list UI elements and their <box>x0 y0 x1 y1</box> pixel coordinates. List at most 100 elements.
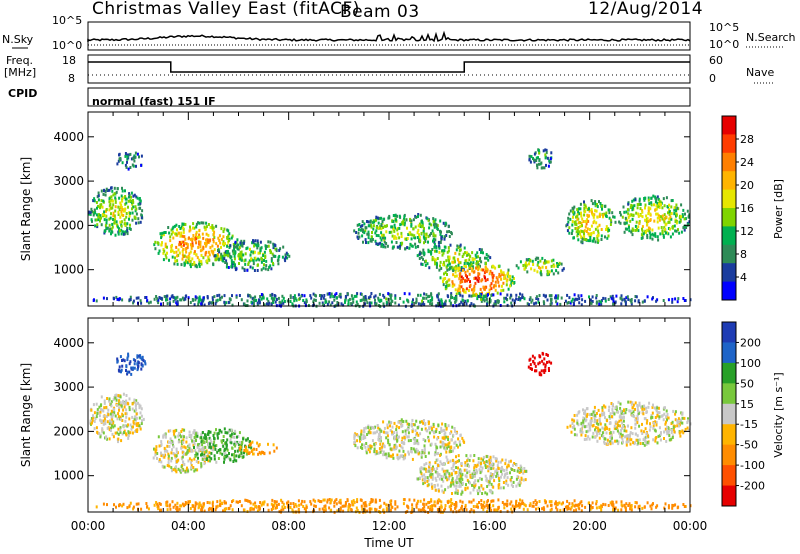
data-cell <box>358 235 361 239</box>
data-cell <box>634 426 637 430</box>
data-cell <box>201 298 204 302</box>
data-cell <box>147 301 150 305</box>
data-cell <box>130 157 133 161</box>
data-cell <box>222 444 225 448</box>
data-cell <box>438 464 441 468</box>
data-cell <box>375 226 378 229</box>
data-cell <box>461 490 464 494</box>
data-cell <box>643 198 646 202</box>
data-cell <box>374 231 377 235</box>
data-cell <box>454 267 457 271</box>
data-cell <box>579 229 582 233</box>
data-cell <box>476 463 479 467</box>
data-cell <box>599 420 601 424</box>
data-cell <box>494 266 497 270</box>
data-cell <box>197 245 200 249</box>
data-cell <box>185 250 188 254</box>
data-cell <box>410 237 413 241</box>
data-cell <box>366 232 369 236</box>
data-cell <box>440 462 443 466</box>
data-cell <box>219 256 222 260</box>
data-cell <box>421 221 424 224</box>
data-cell <box>668 217 671 221</box>
data-cell <box>233 257 236 261</box>
data-cell <box>619 221 622 225</box>
data-cell <box>212 262 215 266</box>
data-cell <box>499 475 502 479</box>
data-cell <box>684 427 687 431</box>
data-cell <box>183 298 185 302</box>
data-cell <box>414 225 417 229</box>
data-cell <box>110 212 112 216</box>
data-cell <box>392 456 395 460</box>
data-cell <box>125 415 128 419</box>
data-cell <box>653 219 656 223</box>
data-cell <box>205 238 207 242</box>
data-cell <box>585 230 588 233</box>
data-cell <box>548 270 551 274</box>
data-cell <box>163 231 166 234</box>
data-cell <box>188 430 191 434</box>
data-cell <box>233 254 236 258</box>
data-cell <box>642 438 645 442</box>
data-cell <box>398 449 401 453</box>
data-cell <box>589 428 592 432</box>
data-cell <box>124 424 127 428</box>
data-cell <box>364 436 367 440</box>
data-cell <box>268 451 271 455</box>
data-cell <box>417 213 420 216</box>
data-cell <box>645 432 648 436</box>
data-cell <box>416 431 419 435</box>
data-cell <box>595 421 598 425</box>
data-cell <box>611 411 614 414</box>
data-cell <box>230 236 233 240</box>
data-cell <box>422 251 425 255</box>
data-cell <box>125 369 127 372</box>
data-cell <box>465 265 467 269</box>
data-cell <box>433 225 436 229</box>
data-cell <box>608 415 611 419</box>
data-cell <box>668 213 671 216</box>
data-cell <box>662 197 665 201</box>
data-cell <box>399 297 402 300</box>
data-cell <box>169 302 171 306</box>
data-cell <box>592 239 595 243</box>
data-cell <box>386 431 389 435</box>
data-cell <box>171 243 173 247</box>
data-cell <box>356 446 359 450</box>
data-cell <box>394 301 397 305</box>
data-cell <box>430 292 433 296</box>
data-cell <box>156 452 159 455</box>
data-cell <box>127 434 130 438</box>
data-cell <box>195 296 198 300</box>
data-cell <box>362 297 365 301</box>
data-cell <box>128 417 131 421</box>
data-cell <box>671 420 674 424</box>
data-cell <box>471 472 474 476</box>
data-cell <box>655 197 658 201</box>
data-cell <box>478 248 481 251</box>
data-cell <box>545 151 548 155</box>
data-cell <box>180 465 183 469</box>
data-cell <box>93 199 96 203</box>
data-cell <box>647 212 650 216</box>
data-cell <box>383 224 386 228</box>
data-cell <box>435 261 438 265</box>
data-cell <box>393 431 396 434</box>
data-cell <box>174 435 177 439</box>
data-cell <box>284 255 287 259</box>
data-cell <box>224 250 227 254</box>
data-cell <box>646 222 649 226</box>
data-cell <box>134 403 137 407</box>
data-cell <box>661 206 664 210</box>
data-cell <box>271 297 274 301</box>
data-cell <box>207 302 210 306</box>
data-cell <box>458 287 461 291</box>
data-cell <box>124 402 127 406</box>
data-cell <box>222 435 225 438</box>
data-cell <box>270 296 273 300</box>
data-cell <box>442 263 445 267</box>
data-cell <box>446 230 449 234</box>
data-cell <box>657 406 660 410</box>
data-cell <box>475 292 478 296</box>
